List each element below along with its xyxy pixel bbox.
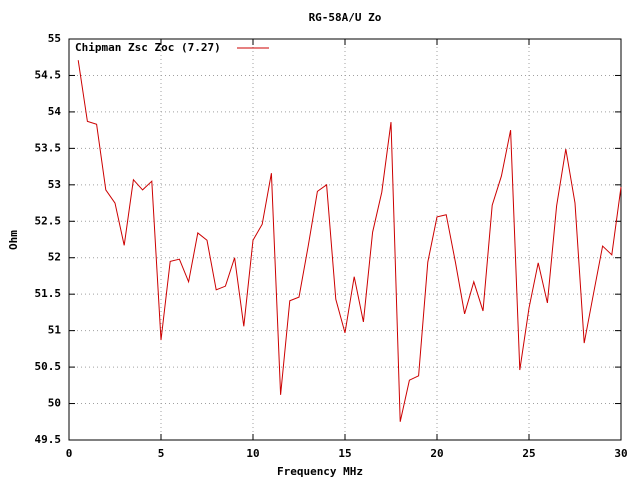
y-tick-label: 54.5 (35, 68, 62, 81)
y-tick-label: 51.5 (35, 287, 62, 300)
y-tick-label: 53 (48, 178, 61, 191)
x-tick-label: 0 (66, 447, 73, 460)
y-tick-label: 53.5 (35, 141, 62, 154)
data-line (77, 60, 622, 422)
y-tick-label: 50.5 (35, 360, 62, 373)
y-tick-label: 55 (48, 32, 61, 45)
plot-frame (68, 38, 622, 441)
x-tick-label: 10 (246, 447, 259, 460)
x-tick-label: 15 (338, 447, 351, 460)
legend-label: Chipman Zsc Zoc (7.27) (75, 41, 221, 54)
y-tick-label: 49.5 (35, 433, 62, 446)
y-tick-label: 52.5 (35, 214, 62, 227)
chart-title: RG-58A/U Zo (309, 11, 382, 24)
y-tick-label: 50 (48, 397, 61, 410)
y-axis-label: Ohm (7, 230, 20, 250)
x-tick-label: 5 (158, 447, 165, 460)
y-tick-label: 51 (48, 324, 62, 337)
x-tick-label: 20 (430, 447, 443, 460)
x-axis-label: Frequency MHz (277, 465, 363, 478)
y-tick-label: 54 (48, 105, 62, 118)
y-tick-label: 52 (48, 251, 61, 264)
x-tick-label: 25 (522, 447, 535, 460)
x-tick-label: 30 (614, 447, 627, 460)
